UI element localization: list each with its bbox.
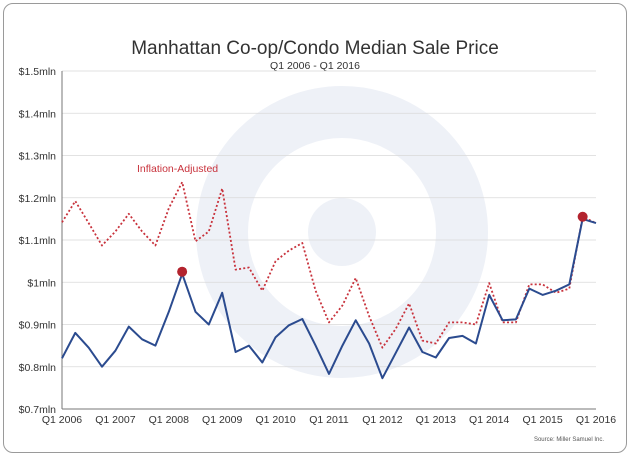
x-tick-label: Q1 2015 — [522, 414, 562, 426]
series-line-nominal — [61, 217, 597, 380]
y-tick-label: $0.9mln — [19, 320, 57, 332]
y-axis: $0.7mln $0.8mln $0.9mln $1mln $1.1mln $1.2mln… — [19, 66, 63, 416]
y-tick-label: $1.5mln — [19, 66, 57, 78]
x-tick-label: Q1 2012 — [362, 414, 402, 426]
peak-marker-nominal — [177, 266, 188, 277]
chart-subtitle: Q1 2006 - Q1 2016 — [270, 60, 360, 72]
line-chart: Manhattan Co-op/Condo Median Sale Price … — [19, 38, 617, 443]
y-tick-label: $1.1mln — [19, 235, 57, 247]
x-tick-label: Q1 2011 — [309, 414, 349, 426]
x-tick-label: Q1 2014 — [469, 414, 509, 426]
chart-frame: Manhattan Co-op/Condo Median Sale Price … — [3, 3, 627, 453]
source-note: Source: Miller Samuel Inc. — [534, 437, 604, 443]
x-tick-label: Q1 2016 — [576, 414, 616, 426]
x-axis: Q1 2006 Q1 2007 Q1 2008 Q1 2009 Q1 2010 Q1 20… — [42, 408, 616, 426]
y-tick-label: $0.8mln — [19, 362, 57, 374]
y-tick-label: $1mln — [27, 277, 56, 289]
y-tick-label: $0.7mln — [19, 404, 57, 416]
x-tick-label: Q1 2007 — [95, 414, 135, 426]
series-lines — [61, 181, 597, 380]
chart-title: Manhattan Co-op/Condo Median Sale Price — [131, 38, 499, 59]
x-tick-label: Q1 2009 — [202, 414, 242, 426]
y-tick-label: $1.4mln — [19, 108, 57, 120]
x-tick-label: Q1 2010 — [255, 414, 295, 426]
x-tick-label: Q1 2013 — [416, 414, 456, 426]
y-tick-label: $1.2mln — [19, 193, 57, 205]
peak-marker-inflation-adjusted — [577, 211, 588, 222]
y-tick-label: $1.3mln — [19, 151, 57, 163]
watermark-logo — [196, 86, 488, 378]
x-tick-label: Q1 2006 — [42, 414, 82, 426]
series-line-inflation-adjusted — [61, 181, 597, 349]
x-tick-label: Q1 2008 — [149, 414, 189, 426]
inflation-adjusted-annotation: Inflation-Adjusted — [137, 163, 218, 175]
